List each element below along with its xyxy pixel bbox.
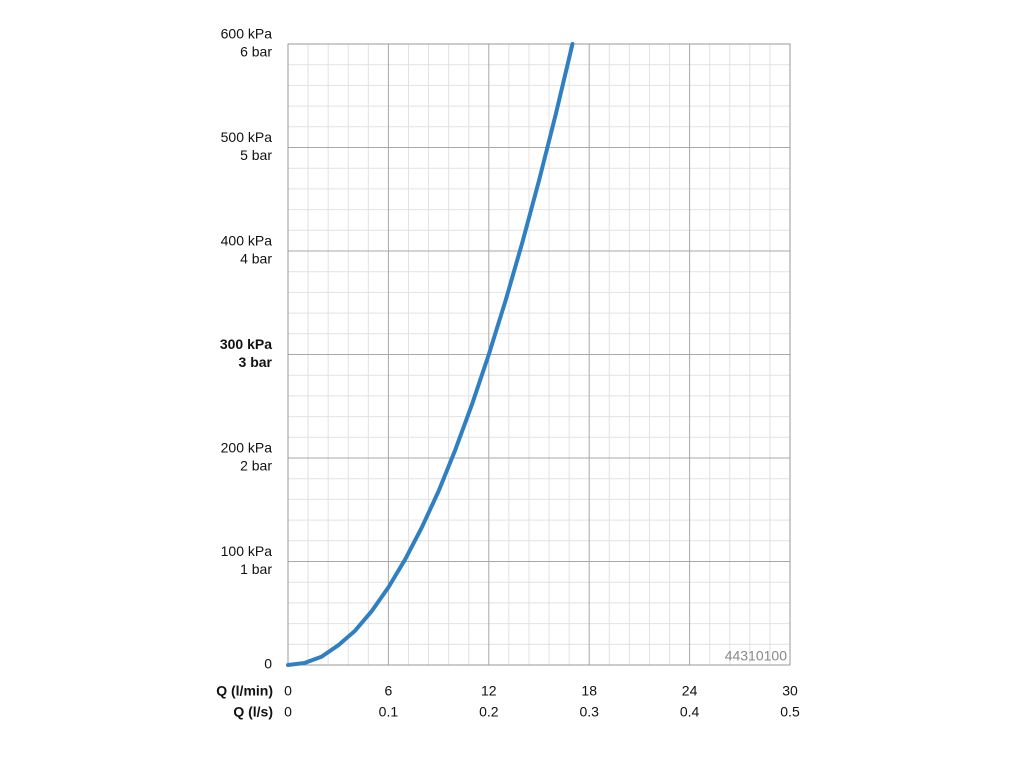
x-tick-label: 12 [481, 683, 497, 699]
plot-border [287, 43, 791, 666]
y-tick-label: 400 kPa [221, 233, 273, 249]
y2-tick-label: 5 bar [240, 147, 272, 163]
x2-tick-label: 0.5 [780, 704, 800, 720]
x-tick-label: 18 [581, 683, 597, 699]
y-tick-label: 100 kPa [221, 543, 273, 559]
y2-tick-label: 1 bar [240, 561, 272, 577]
x-tick-label: 24 [682, 683, 698, 699]
x-axis-label: Q (l/min) [216, 683, 273, 699]
y2-tick-label: 4 bar [240, 251, 272, 267]
y-tick-label: 600 kPa [221, 26, 273, 42]
x-tick-label: 30 [782, 683, 798, 699]
x2-axis-label: Q (l/s) [233, 704, 273, 720]
x2-tick-label: 0.2 [479, 704, 499, 720]
x2-tick-label: 0.3 [579, 704, 599, 720]
data-line [286, 42, 575, 667]
x-tick-label: 0 [284, 683, 292, 699]
x2-tick-label: 0 [284, 704, 292, 720]
y-tick-label: 500 kPa [221, 129, 273, 145]
y2-tick-label: 6 bar [240, 44, 272, 60]
x2-tick-label: 0.4 [680, 704, 700, 720]
y2-tick-label: 3 bar [239, 354, 273, 370]
y-tick-label: 300 kPa [220, 336, 272, 352]
y-tick-label: 0 [264, 656, 272, 672]
y2-tick-label: 2 bar [240, 458, 272, 474]
x2-tick-label: 0.1 [379, 704, 399, 720]
annotation: 44310100 [725, 648, 788, 664]
x-tick-label: 6 [385, 683, 393, 699]
y-tick-label: 200 kPa [221, 440, 273, 456]
